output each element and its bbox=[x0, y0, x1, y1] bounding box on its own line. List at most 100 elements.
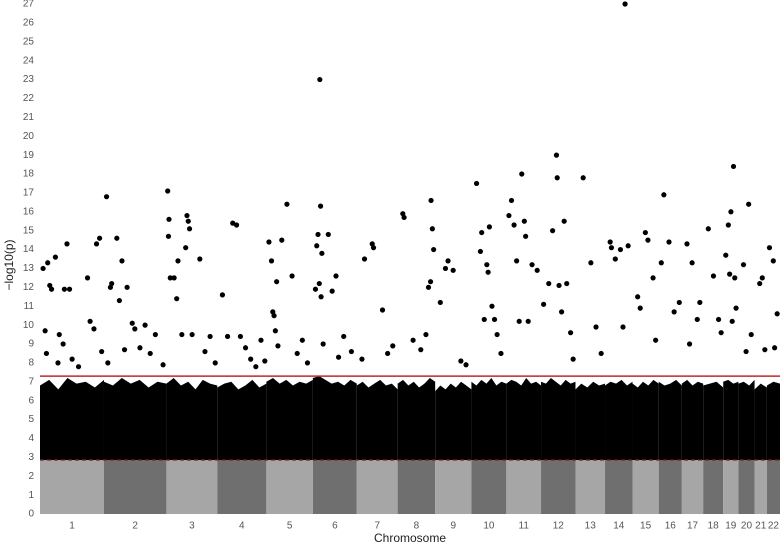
chromosome-band bbox=[435, 459, 472, 514]
chromosome-band bbox=[266, 459, 313, 514]
snp-point bbox=[494, 331, 500, 338]
snp-point bbox=[348, 348, 355, 355]
snp-point bbox=[230, 220, 236, 226]
snp-point bbox=[279, 237, 285, 243]
snp-point bbox=[253, 364, 259, 370]
chromosome-band bbox=[681, 459, 704, 514]
snp-point bbox=[359, 356, 365, 362]
snp-point bbox=[570, 356, 576, 362]
snp-point bbox=[658, 260, 664, 266]
snp-point bbox=[107, 284, 114, 290]
snp-point bbox=[653, 337, 659, 343]
snp-point bbox=[556, 282, 562, 289]
snp-point bbox=[147, 350, 153, 357]
x-tick-label: 1 bbox=[69, 521, 75, 532]
snp-point bbox=[445, 258, 451, 264]
snp-point bbox=[114, 235, 120, 241]
x-tick-label: 22 bbox=[768, 521, 780, 532]
snp-point bbox=[268, 258, 275, 264]
snp-point bbox=[189, 331, 195, 338]
snp-point bbox=[473, 180, 480, 187]
snp-point bbox=[757, 280, 763, 287]
chromosome-band bbox=[766, 459, 780, 514]
x-tick-label: 5 bbox=[287, 521, 293, 532]
snp-point bbox=[175, 258, 181, 264]
snp-point bbox=[450, 267, 456, 273]
y-tick-label: 11 bbox=[24, 301, 35, 312]
snp-point bbox=[666, 239, 672, 245]
y-tick-label: 14 bbox=[23, 244, 35, 255]
x-tick-label: 21 bbox=[755, 521, 767, 532]
dense-points-area bbox=[632, 379, 659, 460]
dense-points-area bbox=[166, 378, 218, 460]
snp-point bbox=[160, 362, 166, 368]
snp-point bbox=[258, 337, 264, 343]
snp-point bbox=[622, 1, 628, 7]
y-tick-label: 5 bbox=[28, 414, 34, 425]
chromosome-band bbox=[738, 459, 755, 514]
snp-point bbox=[463, 362, 469, 368]
snp-point bbox=[316, 280, 322, 287]
snp-point bbox=[142, 322, 148, 328]
x-tick-label: 16 bbox=[665, 521, 677, 532]
chromosome-band bbox=[703, 459, 724, 514]
snp-point bbox=[212, 360, 218, 366]
dense-points-area bbox=[723, 379, 739, 460]
snp-point bbox=[740, 262, 747, 268]
snp-point bbox=[274, 279, 280, 285]
snp-point bbox=[479, 229, 485, 236]
chromosome-band bbox=[575, 459, 606, 514]
snp-point bbox=[165, 188, 171, 194]
snp-point bbox=[684, 241, 690, 247]
dense-points-area bbox=[40, 378, 104, 460]
snp-point bbox=[317, 76, 323, 83]
snp-point bbox=[121, 347, 128, 353]
dense-points-area bbox=[703, 381, 724, 460]
dense-points-area bbox=[754, 383, 767, 460]
snp-point bbox=[748, 331, 754, 338]
snp-point bbox=[770, 258, 776, 264]
snp-point bbox=[725, 222, 731, 228]
snp-point bbox=[558, 309, 565, 315]
snp-point bbox=[715, 316, 722, 323]
snp-point bbox=[379, 307, 386, 313]
y-tick-label: 24 bbox=[23, 55, 35, 66]
x-tick-label: 14 bbox=[613, 521, 625, 532]
snp-point bbox=[99, 348, 105, 355]
snp-point bbox=[484, 262, 490, 268]
snp-point bbox=[529, 262, 535, 268]
snp-point bbox=[625, 243, 631, 249]
snp-point bbox=[185, 218, 191, 224]
snp-point bbox=[93, 241, 100, 247]
snp-point bbox=[262, 358, 268, 364]
snp-point bbox=[523, 233, 529, 239]
snp-point bbox=[425, 284, 432, 290]
y-tick-label: 9 bbox=[28, 339, 34, 350]
snp-point bbox=[179, 331, 185, 338]
chromosome-band bbox=[166, 459, 218, 514]
snp-point bbox=[167, 275, 173, 281]
dense-points-area bbox=[766, 381, 780, 460]
snp-point bbox=[635, 294, 641, 300]
x-tick-label: 4 bbox=[239, 521, 245, 532]
snp-point bbox=[116, 297, 122, 304]
y-tick-label: 2 bbox=[28, 471, 34, 482]
dense-points-area bbox=[471, 378, 507, 460]
snp-point bbox=[341, 333, 347, 340]
x-tick-label: 8 bbox=[414, 521, 420, 532]
snp-point bbox=[710, 273, 717, 279]
snp-point bbox=[554, 175, 560, 181]
snp-point bbox=[728, 209, 734, 215]
snp-point bbox=[207, 333, 213, 340]
chromosome-band bbox=[506, 459, 542, 514]
snp-point bbox=[442, 265, 449, 272]
y-tick-label: 4 bbox=[28, 433, 34, 444]
snp-point bbox=[289, 273, 295, 279]
snp-point bbox=[593, 324, 599, 330]
snp-point bbox=[477, 248, 484, 255]
snp-point bbox=[553, 152, 560, 158]
snp-point bbox=[671, 309, 677, 315]
x-tick-label: 10 bbox=[483, 521, 495, 532]
dense-points-area bbox=[312, 376, 357, 460]
y-tick-label: 18 bbox=[23, 169, 35, 180]
